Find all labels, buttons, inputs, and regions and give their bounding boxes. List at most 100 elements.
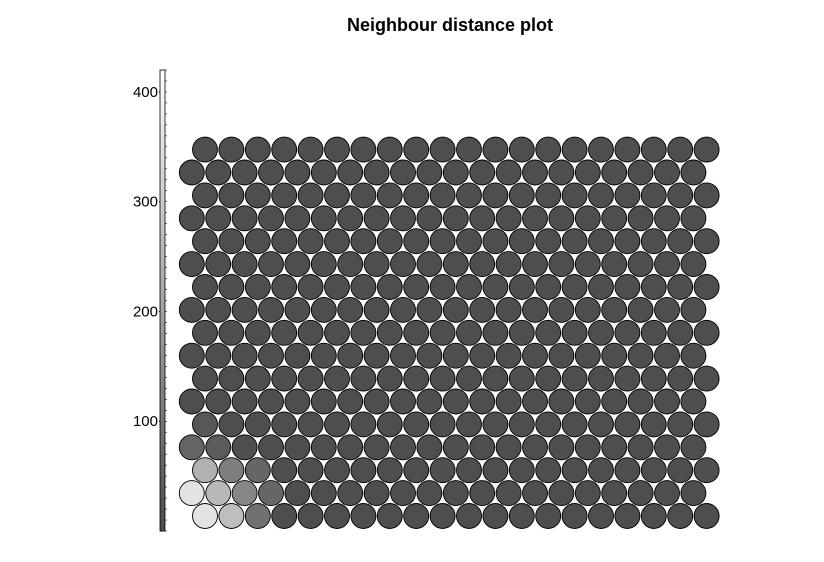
hex-cell <box>574 251 601 278</box>
hex-cell <box>456 136 482 163</box>
hex-cell <box>324 136 350 163</box>
color-scale-segment <box>160 333 165 345</box>
hex-cell <box>693 503 720 529</box>
hex-cell <box>574 205 601 232</box>
hex-cell <box>680 205 707 232</box>
hex-cell <box>244 365 271 392</box>
hex-cell <box>218 503 245 529</box>
hex-cell <box>218 319 245 346</box>
hex-cell <box>693 228 720 255</box>
hex-cell <box>442 205 469 232</box>
hex-cell <box>601 251 628 278</box>
hex-cell <box>429 319 456 346</box>
hex-cell <box>535 411 562 438</box>
hex-cell <box>469 251 496 278</box>
hex-cell <box>574 342 601 369</box>
hex-cell <box>601 388 628 415</box>
hex-cell <box>482 365 509 392</box>
hex-cell <box>403 274 430 300</box>
hex-cell <box>284 251 311 278</box>
hex-cell <box>535 319 562 346</box>
hex-cell <box>350 503 377 529</box>
hex-cell <box>324 411 350 438</box>
color-scale-segment <box>160 278 165 291</box>
hex-cell <box>508 457 535 484</box>
hex-cell <box>495 251 522 278</box>
hex-cell <box>258 159 284 186</box>
hex-cell <box>601 434 628 461</box>
hex-cell <box>693 136 720 163</box>
hex-cell <box>350 274 377 300</box>
hex-cell <box>205 251 232 278</box>
hex-cell <box>390 388 416 415</box>
hex-cell <box>284 296 311 323</box>
hex-cell <box>244 503 271 529</box>
hex-cell <box>297 411 324 438</box>
hex-cell <box>390 205 416 232</box>
hex-cell <box>416 159 443 186</box>
hex-cell <box>310 296 337 323</box>
hex-cell <box>588 136 614 163</box>
hex-cell <box>667 228 694 255</box>
hex-cell <box>310 251 337 278</box>
hex-cell <box>205 296 232 323</box>
hex-cell <box>574 296 601 323</box>
hex-cell <box>469 480 496 507</box>
hex-cell <box>627 342 654 369</box>
color-scale-segment <box>160 267 165 280</box>
color-scale-tick-label: 400 <box>133 84 158 101</box>
hex-cell <box>324 228 350 255</box>
hex-cell <box>205 159 232 186</box>
hex-cell <box>614 457 641 484</box>
hex-cell <box>218 182 245 209</box>
hex-cell <box>522 342 548 369</box>
hex-cell <box>205 388 232 415</box>
hex-cell <box>231 159 258 186</box>
hex-cell <box>588 457 614 484</box>
hex-cell <box>667 136 694 163</box>
hex-cell <box>403 136 430 163</box>
color-scale-segment <box>160 366 165 378</box>
color-scale-segment <box>160 443 165 455</box>
hex-cell <box>456 182 482 209</box>
color-scale-segment <box>160 377 165 389</box>
hex-cell <box>324 365 350 392</box>
hex-cell <box>258 434 284 461</box>
hex-cell <box>403 365 430 392</box>
color-scale-segment <box>160 476 165 488</box>
hex-cell <box>442 342 469 369</box>
hex-cell <box>271 182 298 209</box>
hex-cell <box>337 434 364 461</box>
hex-cell <box>337 251 364 278</box>
hex-cell <box>376 136 403 163</box>
hex-cell <box>588 503 614 529</box>
hex-cell <box>561 182 588 209</box>
color-scale-tick-label: 200 <box>133 303 158 320</box>
hex-cell <box>469 388 496 415</box>
color-scale-segment <box>160 432 165 444</box>
hex-cell <box>231 342 258 369</box>
hex-cell <box>429 411 456 438</box>
hex-cell <box>548 251 575 278</box>
hex-cell <box>654 388 680 415</box>
hex-cell <box>667 411 694 438</box>
hex-cell <box>192 365 218 392</box>
hex-cell <box>429 136 456 163</box>
hex-cell <box>350 411 377 438</box>
hex-cell <box>548 480 575 507</box>
hex-cell <box>654 205 680 232</box>
hex-cell <box>535 136 562 163</box>
hex-cell <box>548 342 575 369</box>
hex-cell <box>297 228 324 255</box>
hex-cell <box>376 411 403 438</box>
hex-cell <box>588 228 614 255</box>
hex-cell <box>271 319 298 346</box>
hexagon-grid <box>178 136 720 529</box>
hex-cell <box>205 434 232 461</box>
hex-cell <box>244 274 271 300</box>
hex-cell <box>192 274 218 300</box>
color-scale-segment <box>160 300 165 312</box>
hex-cell <box>350 319 377 346</box>
hex-cell <box>205 480 232 507</box>
hex-cell <box>680 251 707 278</box>
